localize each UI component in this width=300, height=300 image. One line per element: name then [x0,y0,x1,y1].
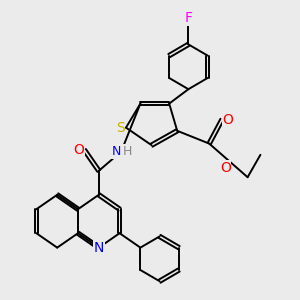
Text: O: O [222,112,233,127]
Text: H: H [122,145,132,158]
Text: F: F [184,11,192,25]
Text: S: S [116,121,124,135]
Text: N: N [94,241,104,255]
Text: O: O [73,143,84,157]
Text: O: O [220,160,231,175]
Text: N: N [112,145,121,158]
